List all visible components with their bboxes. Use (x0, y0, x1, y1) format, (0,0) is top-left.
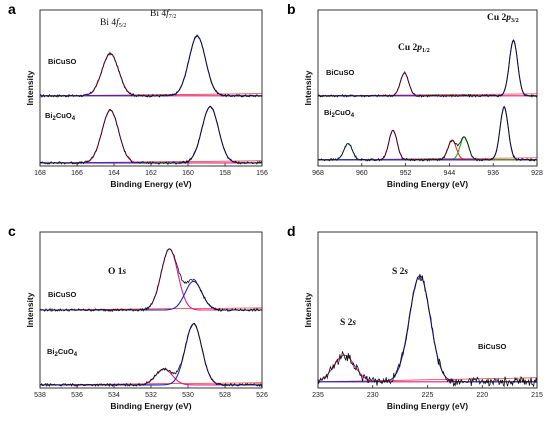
panel-letter: c (8, 223, 16, 239)
plot-frame (317, 9, 538, 167)
x-tick-label: 215 (531, 392, 543, 399)
peak-annotation: O 1s (108, 267, 127, 277)
x-tick-label: 952 (400, 170, 412, 177)
x-tick-label: 538 (34, 392, 46, 399)
x-tick-label: 230 (367, 392, 379, 399)
x-tick-label: 530 (182, 392, 194, 399)
sample-label: BiCuSO (48, 290, 77, 299)
fit-peak-1 (318, 275, 537, 383)
panel-letter: a (8, 1, 16, 17)
sample-label: BiCuSO (478, 342, 507, 351)
x-tick-label: 928 (531, 170, 543, 177)
x-tick-label: 164 (108, 170, 120, 177)
panel-d: 235 230 225 220 215 Binding Energy (eV) Intens… (287, 223, 543, 411)
peak-annotation: S 2s (392, 267, 408, 277)
x-tick-label: 536 (71, 392, 83, 399)
x-tick-label: 528 (219, 392, 231, 399)
peak-annotation: S 2s (340, 318, 356, 328)
panel-letter: d (287, 223, 296, 239)
x-tick-label: 968 (312, 170, 324, 177)
fit-peak-0 (40, 248, 262, 311)
x-tick-label: 936 (487, 170, 499, 177)
fit-peak-3 (318, 136, 537, 161)
x-axis-label: Binding Energy (eV) (387, 401, 468, 411)
y-axis-label: Intensity (25, 70, 35, 105)
x-tick-label: 166 (71, 170, 83, 177)
panel-letter: b (287, 1, 296, 17)
raw-spectrum (39, 105, 263, 165)
raw-spectrum (317, 274, 538, 388)
panel-a: 168 166 164 162 160 158 156 Binding Energy (eV)… (8, 1, 268, 189)
peak-annotation: Cu 2p3/2 (487, 13, 519, 24)
sample-label: BiCuSO (326, 68, 355, 77)
x-axis-label: Binding Energy (eV) (110, 401, 191, 411)
raw-spectrum (39, 322, 263, 388)
x-tick-label: 225 (422, 392, 434, 399)
x-tick-label: 168 (34, 170, 46, 177)
fit-peak-2 (318, 139, 537, 161)
sample-label: BiCuSO (48, 57, 77, 66)
x-tick-label: 534 (108, 392, 120, 399)
peak-annotation: Bi 4f5/2 (100, 17, 126, 29)
panel-c: 538 536 534 532 530 528 526 Binding Energy (eV)… (8, 223, 268, 411)
plot-frame (39, 9, 263, 167)
y-axis-label: Intensity (303, 292, 313, 327)
raw-spectrum (317, 39, 538, 98)
x-axis-label: Binding Energy (eV) (387, 179, 468, 189)
panel-b: 968 960 952 944 936 928 Binding Energy (eV) Int… (287, 1, 543, 189)
background-line (317, 377, 538, 383)
x-axis-label: Binding Energy (eV) (110, 179, 191, 189)
y-axis-label: Intensity (303, 70, 313, 105)
fit-peak-1 (318, 39, 537, 97)
x-tick-label: 235 (312, 392, 324, 399)
x-tick-label: 526 (256, 392, 268, 399)
x-tick-label: 220 (476, 392, 488, 399)
x-tick-label: 960 (356, 170, 368, 177)
x-tick-label: 156 (256, 170, 268, 177)
sample-label: Bi2CuO4 (324, 108, 355, 119)
x-tick-label: 944 (444, 170, 456, 177)
raw-spectrum (40, 33, 263, 98)
plot-frame (317, 231, 538, 389)
raw-spectrum (39, 248, 263, 313)
peak-annotation: Bi 4f7/2 (150, 8, 176, 20)
x-tick-label: 158 (219, 170, 231, 177)
raw-spectrum (317, 105, 538, 162)
sample-label: Bi2CuO4 (45, 111, 76, 122)
sample-label: Bi2CuO4 (47, 347, 78, 358)
fit-peak-0 (40, 368, 262, 386)
x-tick-label: 162 (145, 170, 157, 177)
y-axis-label: Intensity (25, 292, 35, 327)
peak-annotation: Cu 2p1/2 (398, 43, 430, 54)
x-tick-label: 160 (182, 170, 194, 177)
x-tick-label: 532 (145, 392, 157, 399)
